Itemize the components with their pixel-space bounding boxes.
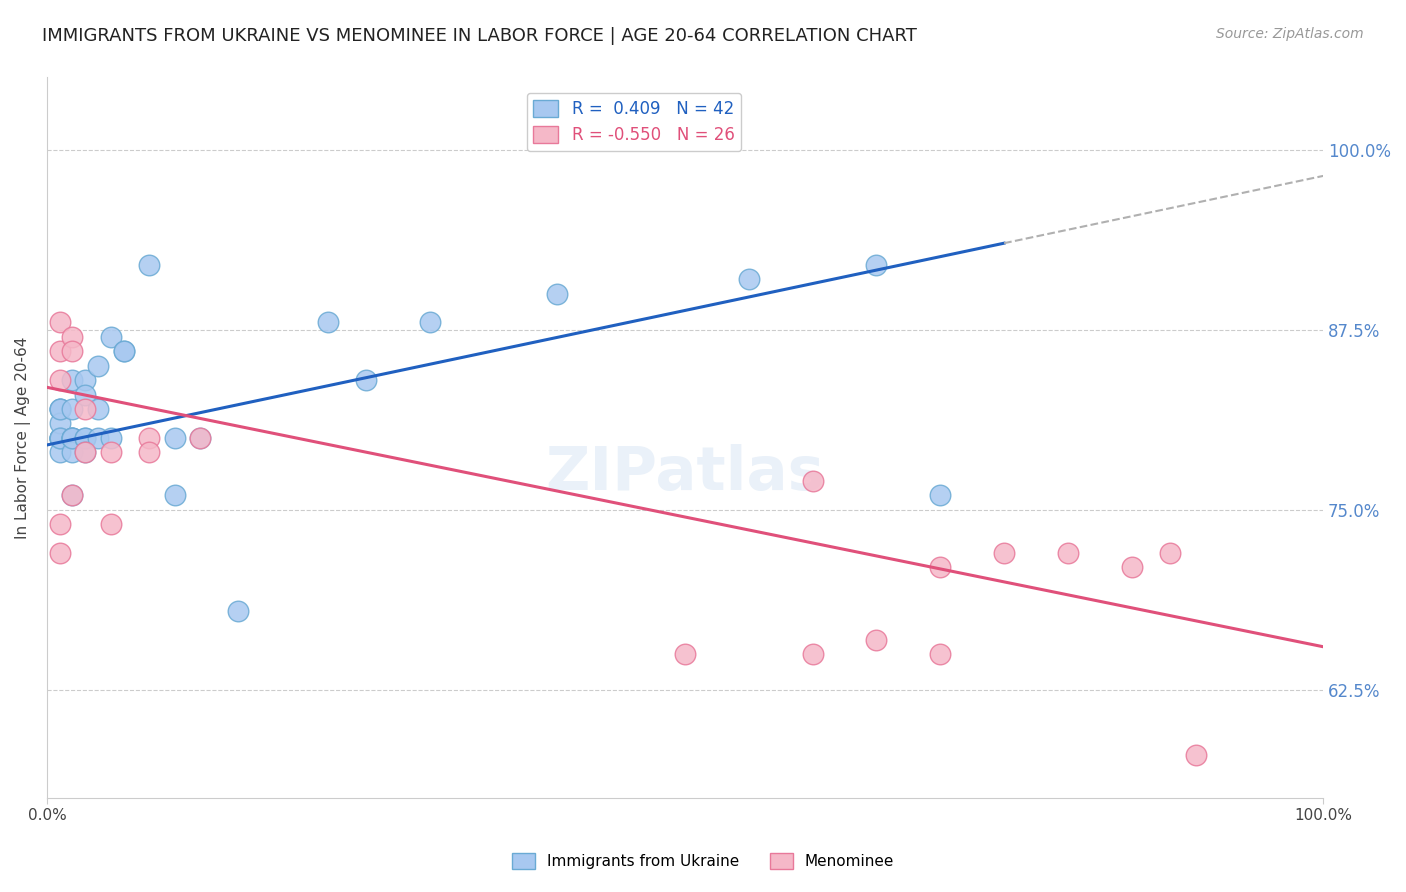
Point [100,445,122,459]
Point [48,344,70,359]
Point [163,431,186,445]
Point [48,431,70,445]
Point [929,647,952,661]
Point [62,445,84,459]
Point [62,330,84,344]
Point [354,373,377,387]
Point [112,344,135,359]
Point [48,431,70,445]
Point [62,488,84,502]
Point [865,632,887,647]
Point [87,359,110,373]
Point [138,445,160,459]
Point [673,647,696,661]
Point [62,431,84,445]
Point [62,401,84,416]
Point [48,517,70,532]
Point [546,286,568,301]
Point [100,330,122,344]
Point [48,401,70,416]
Point [62,431,84,445]
Point [87,401,110,416]
Point [188,431,211,445]
Point [75,401,97,416]
Point [100,517,122,532]
Point [419,315,441,329]
Point [75,373,97,387]
Point [163,488,186,502]
Point [48,401,70,416]
Legend: R =  0.409   N = 42, R = -0.550   N = 26: R = 0.409 N = 42, R = -0.550 N = 26 [527,93,741,151]
Point [1159,546,1181,560]
Point [138,258,160,272]
Point [62,431,84,445]
Point [228,604,250,618]
Point [62,488,84,502]
Point [188,431,211,445]
Point [62,431,84,445]
Point [865,258,887,272]
Legend: Immigrants from Ukraine, Menominee: Immigrants from Ukraine, Menominee [506,847,900,875]
Point [138,431,160,445]
Point [929,560,952,574]
Point [738,272,761,286]
Point [48,431,70,445]
Text: ZIPatlas: ZIPatlas [546,444,824,503]
Point [75,445,97,459]
Point [48,431,70,445]
Point [48,445,70,459]
Point [75,431,97,445]
Point [48,546,70,560]
Point [1184,747,1206,762]
Point [48,417,70,431]
Point [100,431,122,445]
Point [48,401,70,416]
Text: Source: ZipAtlas.com: Source: ZipAtlas.com [1216,27,1364,41]
Point [75,387,97,401]
Text: IMMIGRANTS FROM UKRAINE VS MENOMINEE IN LABOR FORCE | AGE 20-64 CORRELATION CHAR: IMMIGRANTS FROM UKRAINE VS MENOMINEE IN … [42,27,917,45]
Point [929,488,952,502]
Point [75,431,97,445]
Point [112,344,135,359]
Point [48,315,70,329]
Point [48,373,70,387]
Point [801,647,824,661]
Point [1121,560,1143,574]
Point [1057,546,1080,560]
Point [48,431,70,445]
Point [801,474,824,488]
Point [62,373,84,387]
Point [75,445,97,459]
Point [87,431,110,445]
Y-axis label: In Labor Force | Age 20-64: In Labor Force | Age 20-64 [15,336,31,539]
Point [316,315,339,329]
Point [993,546,1015,560]
Point [62,344,84,359]
